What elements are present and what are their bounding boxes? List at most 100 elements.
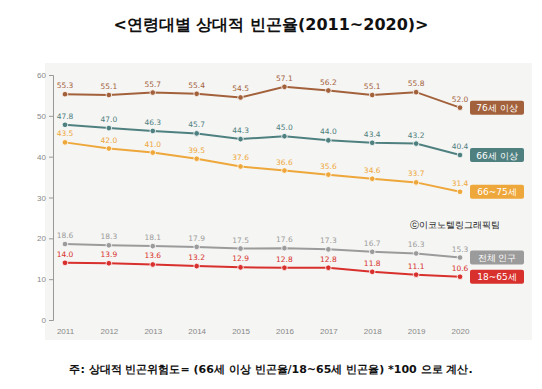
- series-name: 전체 인구: [478, 253, 517, 263]
- y-tick: 40: [37, 153, 53, 162]
- marks: [62, 84, 463, 279]
- series-name: 66세 이상: [476, 151, 517, 161]
- series-point: [150, 262, 156, 268]
- series-name: 66~75세: [477, 187, 516, 197]
- series-point: [413, 272, 419, 278]
- y-tick-mark: [49, 238, 53, 239]
- series-point: [62, 260, 68, 266]
- data-label: 17.6: [276, 235, 293, 244]
- series-point: [150, 128, 156, 134]
- series-tag: 66~75세: [470, 185, 524, 199]
- series-point: [62, 91, 68, 97]
- data-label: 44.0: [320, 127, 337, 136]
- series-line: [65, 244, 460, 257]
- y-tick: 30: [37, 194, 53, 203]
- data-label: 43.2: [408, 131, 425, 140]
- data-label: 18.6: [57, 231, 74, 240]
- y-axis-line: [49, 76, 54, 321]
- y-tick-mark: [49, 157, 53, 158]
- title: <연령대별 상대적 빈곤율(2011~2020)>: [113, 15, 428, 34]
- series-tag: 66세 이상: [470, 148, 524, 162]
- data-label: 40.4: [452, 142, 469, 151]
- series-point: [150, 90, 156, 96]
- series-point: [369, 140, 375, 146]
- series-point: [369, 176, 375, 182]
- series-point: [238, 136, 244, 142]
- y-tick-mark: [49, 116, 53, 117]
- series-point: [282, 84, 288, 90]
- x-tick: 2016: [276, 324, 294, 336]
- data-label: 55.3: [57, 81, 74, 90]
- series-point: [457, 105, 463, 111]
- series-point: [369, 249, 375, 255]
- data-label: 18.3: [101, 232, 118, 241]
- series-point: [150, 150, 156, 156]
- series-point: [326, 172, 332, 178]
- data-label: 47.8: [57, 112, 74, 121]
- x-tick: 2012: [100, 324, 118, 336]
- data-label: 11.8: [364, 259, 381, 268]
- series-point: [106, 92, 112, 98]
- y-tick-mark: [49, 279, 53, 280]
- y-tick-mark: [49, 198, 53, 199]
- series-point: [326, 138, 332, 144]
- data-label: 14.0: [57, 250, 74, 259]
- data-label: 12.8: [320, 255, 337, 264]
- series-point: [282, 133, 288, 139]
- x-tick: 2014: [188, 324, 206, 336]
- data-label: 56.2: [320, 78, 337, 87]
- series-tag: 76세 이상: [470, 101, 524, 115]
- series-name: 76세 이상: [476, 103, 517, 113]
- series-point: [62, 140, 68, 146]
- series-point: [282, 245, 288, 251]
- series-tag: 전체 인구: [470, 251, 524, 265]
- series-tag-box: [470, 185, 524, 199]
- x-tick-label: 2018: [364, 327, 382, 336]
- data-label: 11.1: [408, 262, 425, 271]
- series-point: [413, 89, 419, 95]
- data-label: 55.4: [188, 81, 205, 90]
- series-point: [238, 95, 244, 101]
- series-point: [457, 255, 463, 261]
- series-point: [238, 265, 244, 271]
- y-tick-label: 50: [37, 112, 46, 121]
- data-label: 46.3: [144, 118, 161, 127]
- series-tag: 18~65세: [470, 270, 524, 284]
- data-label: 43.4: [364, 130, 381, 139]
- data-label: 17.9: [188, 234, 205, 243]
- x-tick: 2015: [232, 324, 250, 336]
- series-point: [282, 168, 288, 174]
- labels: 55.355.155.755.454.557.156.255.155.852.0…: [57, 74, 469, 273]
- series-tag-box: [470, 148, 524, 162]
- annotation: ⓒ이코노텔링그래픽팀: [410, 220, 500, 230]
- series-name: 18~65세: [477, 272, 516, 282]
- series-point: [413, 180, 419, 186]
- y-tick-mark: [49, 320, 53, 321]
- series-point: [326, 88, 332, 94]
- footnote: 주: 상대적 빈곤위험도= (66세 이상 빈곤율/18~65세 빈곤율) *1…: [69, 363, 472, 376]
- data-label: 13.6: [144, 251, 161, 260]
- series-point: [194, 244, 200, 250]
- y-tick: 60: [37, 71, 53, 80]
- data-label: 44.3: [232, 126, 249, 135]
- data-label: 45.7: [188, 120, 205, 129]
- series-point: [150, 243, 156, 249]
- y-tick-label: 30: [37, 194, 46, 203]
- series-point: [194, 131, 200, 137]
- x-tick-label: 2020: [452, 327, 470, 336]
- x-tick: 2013: [144, 324, 162, 336]
- data-label: 36.6: [276, 158, 293, 167]
- x-tick: 2019: [408, 324, 426, 336]
- y-axis: 0102030405060: [37, 71, 53, 325]
- y-tick: 50: [37, 112, 53, 121]
- series-point: [457, 274, 463, 280]
- series-point: [282, 265, 288, 271]
- series-point: [238, 246, 244, 252]
- plot-background: [45, 63, 532, 340]
- series-point: [194, 91, 200, 97]
- data-label: 45.0: [276, 123, 293, 132]
- data-label: 43.5: [57, 129, 74, 138]
- x-tick: 2018: [364, 324, 382, 336]
- x-tick-label: 2016: [276, 327, 294, 336]
- y-tick-label: 60: [37, 71, 46, 80]
